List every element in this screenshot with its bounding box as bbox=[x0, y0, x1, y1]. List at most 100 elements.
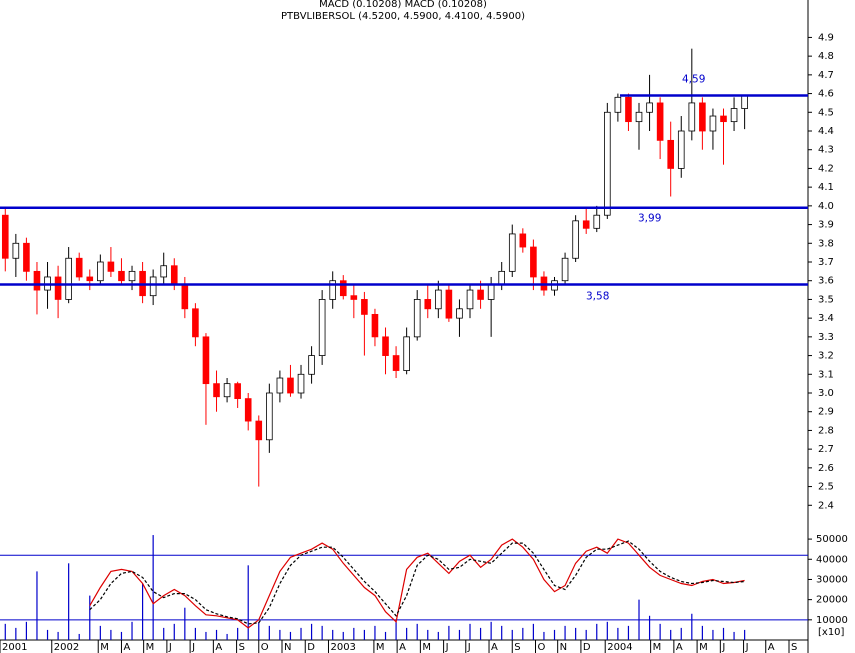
candle-body bbox=[392, 355, 400, 371]
x-tick-label: S bbox=[239, 642, 245, 653]
x-tick-label: M bbox=[376, 642, 385, 653]
candle-body bbox=[223, 383, 231, 398]
candle-body bbox=[107, 261, 115, 272]
y-tick-label: 3.9 bbox=[818, 220, 834, 231]
x-tick-label: N bbox=[560, 642, 567, 653]
x-tick-label: A bbox=[676, 642, 683, 653]
candle-body bbox=[318, 299, 326, 356]
candle-body bbox=[498, 270, 506, 285]
y-tick-label: 4.6 bbox=[818, 89, 834, 100]
candle-body bbox=[276, 377, 284, 394]
candle-body bbox=[741, 95, 748, 109]
y-tick-label: 4.3 bbox=[818, 145, 834, 156]
x-tick-label: J bbox=[168, 642, 172, 653]
candle-body bbox=[699, 102, 706, 132]
x-tick-label: J bbox=[445, 642, 449, 653]
candle-body bbox=[149, 276, 157, 297]
y-tick-label: 4.0 bbox=[818, 201, 834, 212]
x-tick-label: 2004 bbox=[607, 642, 632, 653]
y-tick-label: 4.9 bbox=[818, 32, 834, 43]
candle-body bbox=[128, 270, 136, 282]
candle-body bbox=[1, 214, 9, 259]
y-tick-label: 3.1 bbox=[818, 369, 834, 380]
y-tick-label: 4.5 bbox=[818, 107, 834, 118]
x-tick-label: D bbox=[307, 642, 315, 653]
x-tick-label: J bbox=[721, 642, 725, 653]
candle-body bbox=[287, 377, 294, 394]
x-tick-label: A bbox=[123, 642, 130, 653]
candle-body bbox=[593, 214, 601, 229]
y-tick-label: 3.6 bbox=[818, 276, 834, 287]
y-tick-label: 10000 bbox=[816, 615, 848, 626]
x-tick-label: S bbox=[514, 642, 520, 653]
y-tick-label: 30000 bbox=[816, 574, 848, 585]
x-tick-label: S bbox=[791, 642, 797, 653]
candle-body bbox=[33, 270, 41, 291]
candle-body bbox=[23, 242, 30, 272]
candle-body bbox=[466, 289, 474, 310]
candle-body bbox=[582, 220, 590, 229]
y-tick-label: 3.0 bbox=[818, 388, 834, 399]
level-label: 3,58 bbox=[586, 290, 609, 302]
y-tick-label: 4.8 bbox=[818, 51, 834, 62]
candle-body bbox=[361, 299, 368, 315]
candle-body bbox=[646, 102, 653, 113]
candle-body bbox=[97, 261, 104, 282]
x-tick-label: A bbox=[215, 642, 222, 653]
y-tick-label: 3.7 bbox=[818, 257, 834, 268]
y-tick-label: 50000 bbox=[816, 534, 848, 545]
candle-body bbox=[625, 96, 632, 123]
candle-body bbox=[234, 383, 241, 400]
y-tick-label: 3.3 bbox=[818, 332, 834, 343]
candle-body bbox=[688, 102, 696, 132]
candle-body bbox=[572, 220, 579, 259]
x-tick-label: M bbox=[146, 642, 155, 653]
candle-body bbox=[350, 295, 358, 300]
x-tick-label: J bbox=[745, 642, 749, 653]
candle-body bbox=[75, 257, 83, 278]
candle-body bbox=[12, 242, 20, 259]
x-tick-label: A bbox=[491, 642, 498, 653]
candle-body bbox=[244, 398, 252, 422]
candle-body bbox=[677, 130, 685, 169]
y-tick-label: 4.7 bbox=[818, 70, 834, 81]
x-tick-label: O bbox=[261, 642, 269, 653]
y-tick-label: 2.4 bbox=[818, 500, 834, 511]
y-tick-label: 4.4 bbox=[818, 126, 834, 137]
candle-body bbox=[435, 289, 442, 310]
x-tick-label: 2002 bbox=[54, 642, 79, 653]
x-tick-label: A bbox=[768, 642, 775, 653]
x-tick-label: J bbox=[467, 642, 471, 653]
candle-body bbox=[297, 373, 305, 394]
x-tick-label: 2003 bbox=[330, 642, 355, 653]
candle-body bbox=[530, 246, 537, 278]
candle-body bbox=[614, 96, 622, 113]
y-tick-label: 2.7 bbox=[818, 444, 834, 455]
candle-body bbox=[202, 336, 210, 385]
candle-body bbox=[413, 299, 421, 338]
indicator-header: MACD (0.10208) MACD (0.10208) bbox=[319, 0, 487, 10]
candle-body bbox=[329, 280, 337, 300]
y-tick-label: 4.1 bbox=[818, 182, 834, 193]
y-tick-label: 2.8 bbox=[818, 425, 834, 436]
y-tick-label: 40000 bbox=[816, 554, 848, 565]
y-tick-label: 3.8 bbox=[818, 238, 834, 249]
candle-body bbox=[635, 111, 643, 123]
candle-body bbox=[213, 383, 220, 398]
candle-body bbox=[720, 115, 727, 123]
y-tick-label: 3.2 bbox=[818, 351, 834, 362]
candle-body bbox=[456, 308, 463, 319]
candle-body bbox=[170, 265, 178, 285]
candle-body bbox=[65, 257, 72, 300]
candle-body bbox=[445, 289, 453, 319]
x-tick-label: 2001 bbox=[2, 642, 27, 653]
level-label: 3,99 bbox=[638, 213, 661, 225]
indicator-line bbox=[89, 540, 745, 625]
x-tick-label: M bbox=[653, 642, 662, 653]
level-label: 4,59 bbox=[682, 73, 705, 85]
unit-label: [x10] bbox=[818, 627, 845, 638]
candle-body bbox=[477, 289, 484, 300]
candle-body bbox=[604, 111, 611, 216]
x-tick-label: M bbox=[699, 642, 708, 653]
